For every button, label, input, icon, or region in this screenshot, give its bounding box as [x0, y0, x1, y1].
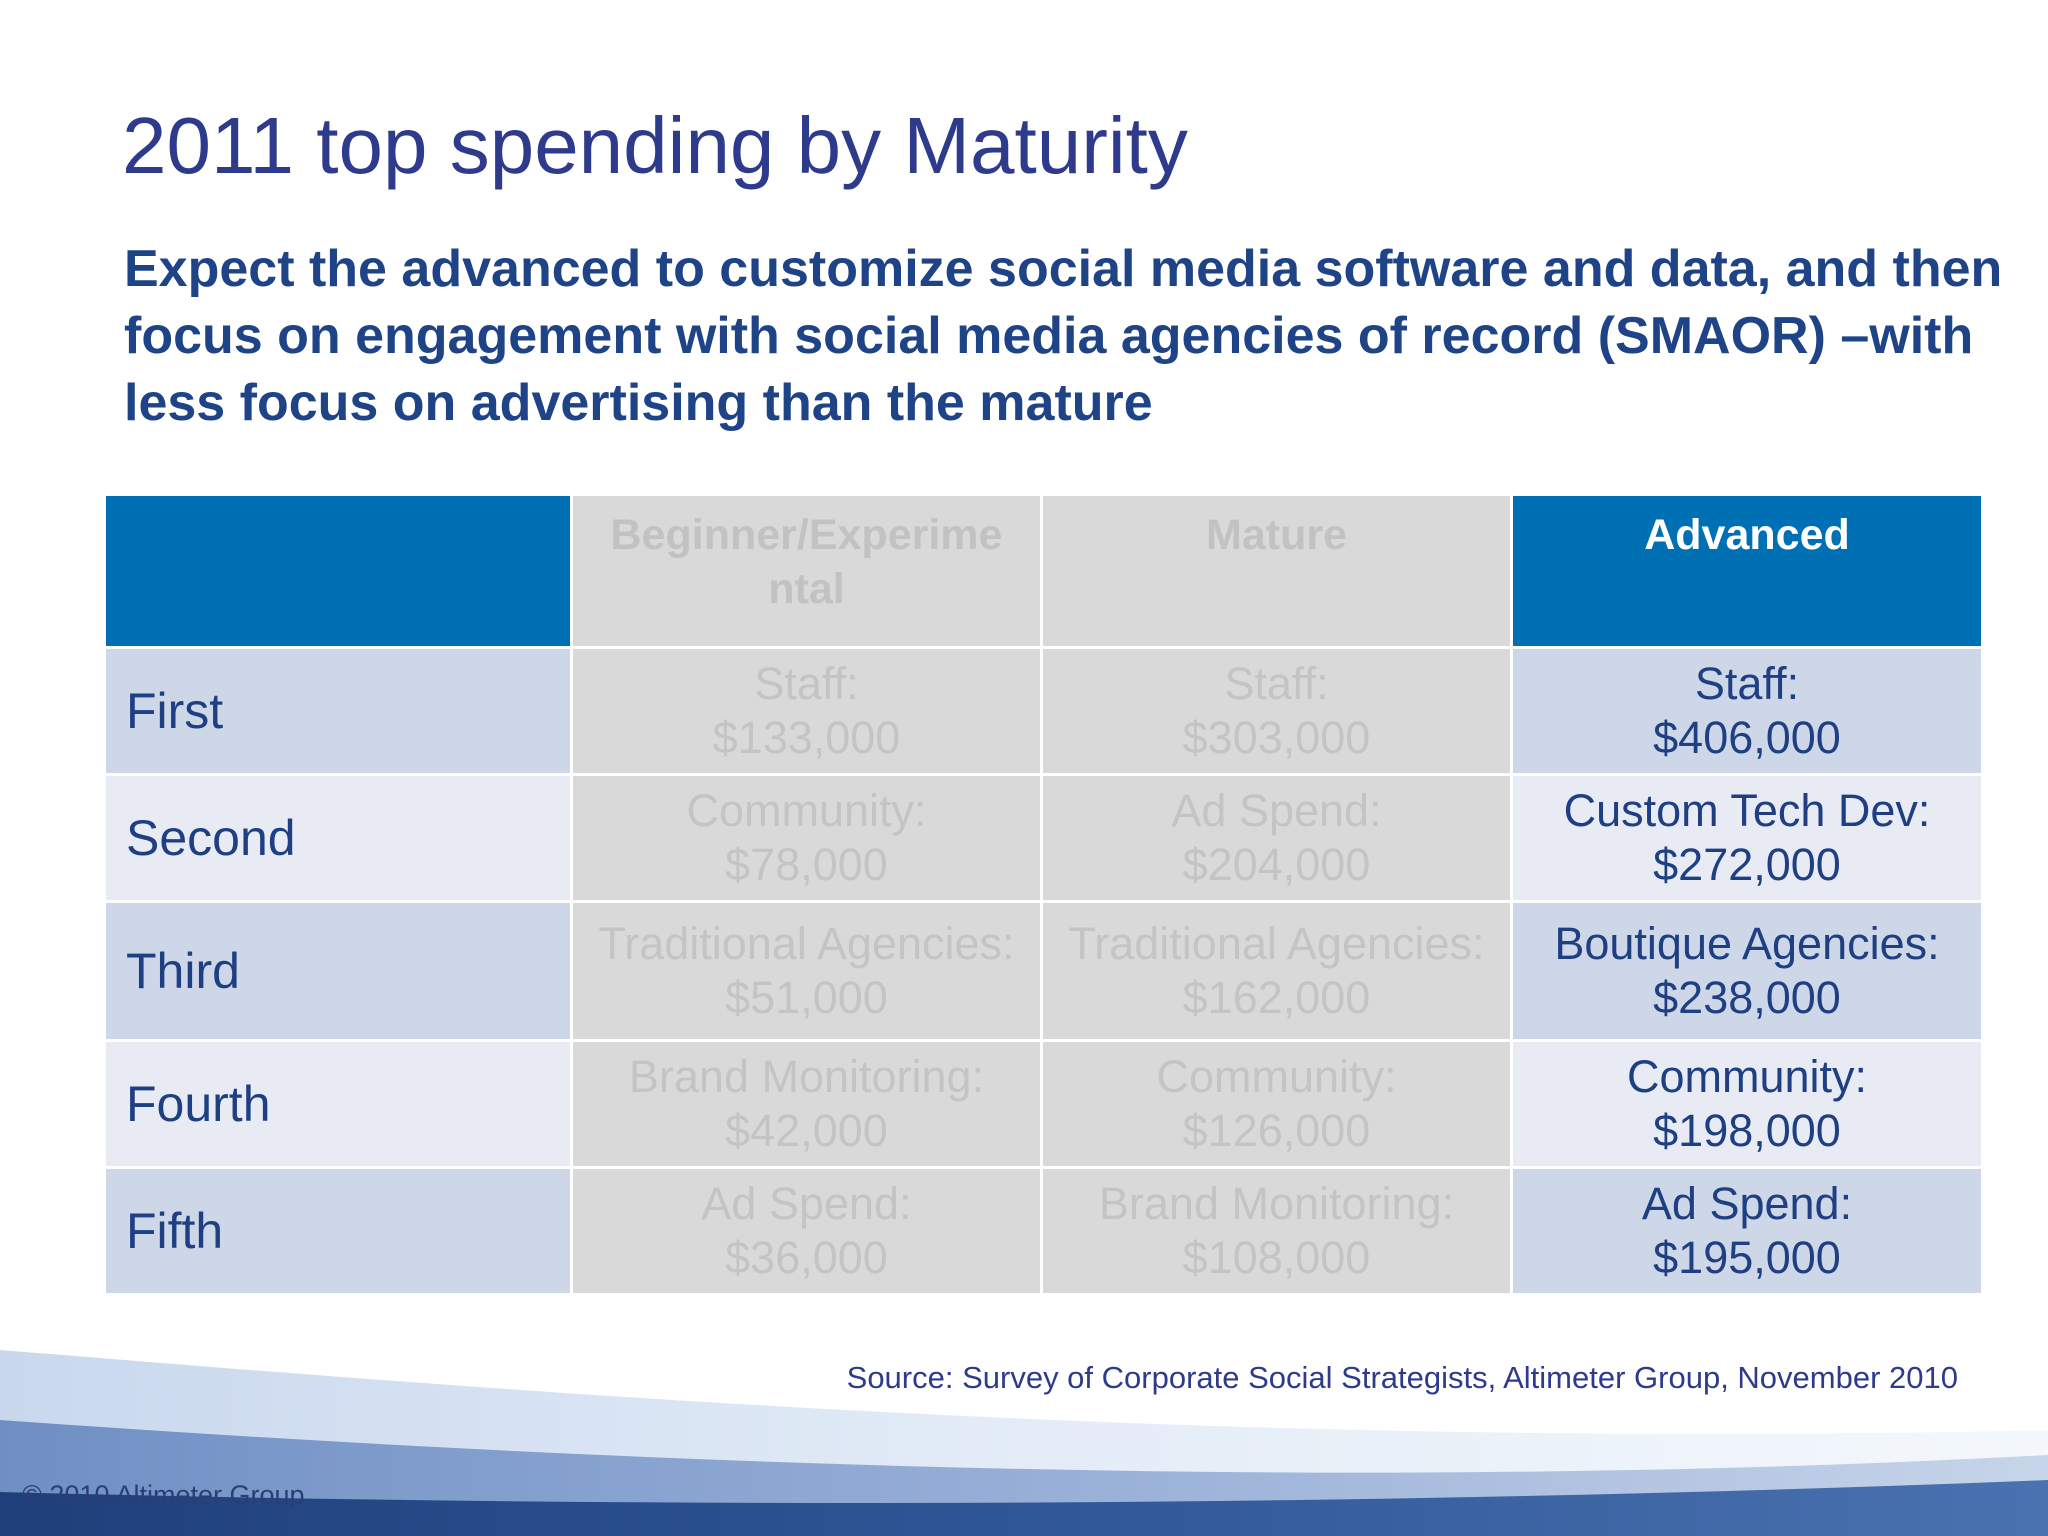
cell-category: Staff: [754, 658, 859, 709]
slide-title: 2011 top spending by Maturity [122, 101, 1188, 190]
mature-cell: Ad Spend: $204,000 [1040, 773, 1513, 903]
cell-amount: $198,000 [1653, 1105, 1841, 1156]
beginner-cell: Ad Spend: $36,000 [570, 1166, 1043, 1296]
table-row: Fifth Ad Spend: $36,000 Brand Monitoring… [103, 1166, 1984, 1296]
table-row: Third Traditional Agencies: $51,000 Trad… [103, 900, 1984, 1042]
row-label: Fourth [103, 1039, 573, 1169]
row-label: Third [103, 900, 573, 1042]
table-row: Second Community: $78,000 Ad Spend: $204… [103, 773, 1984, 903]
cell-amount: $162,000 [1182, 972, 1371, 1023]
spending-table: Beginner/Experime ntal Mature Advanced F… [103, 493, 1984, 1296]
advanced-cell: Staff: $406,000 [1510, 646, 1984, 776]
copyright-notice: © 2010 Altimeter Group [22, 1480, 305, 1510]
wave-dark [0, 1480, 2048, 1536]
table-row: First Staff: $133,000 Staff: $303,000 St… [103, 646, 1984, 776]
cell-category: Brand Monitoring: [1098, 1178, 1455, 1229]
row-label: Second [103, 773, 573, 903]
row-label: Fifth [103, 1166, 573, 1296]
footer-wave-decoration [0, 1350, 2048, 1536]
cell-amount: $36,000 [725, 1232, 888, 1283]
cell-amount: $133,000 [712, 712, 901, 763]
cell-category: Community: [1626, 1051, 1868, 1102]
beginner-cell: Community: $78,000 [570, 773, 1043, 903]
beginner-cell: Traditional Agencies: $51,000 [570, 900, 1043, 1042]
header-advanced: Advanced [1510, 493, 1984, 649]
source-note: Source: Survey of Corporate Social Strat… [846, 1360, 1958, 1395]
row-label: First [103, 646, 573, 776]
cell-category: Ad Spend: [1641, 1178, 1853, 1229]
cell-category: Custom Tech Dev: [1563, 785, 1931, 836]
advanced-cell: Community: $198,000 [1510, 1039, 1984, 1169]
cell-amount: $238,000 [1653, 972, 1841, 1023]
header-mature: Mature [1040, 493, 1513, 649]
cell-category: Boutique Agencies: [1554, 918, 1940, 969]
header-corner-cell [103, 493, 573, 649]
header-beginner: Beginner/Experime ntal [570, 493, 1043, 649]
table-row: Fourth Brand Monitoring: $42,000 Communi… [103, 1039, 1984, 1169]
beginner-cell: Staff: $133,000 [570, 646, 1043, 776]
beginner-cell: Brand Monitoring: $42,000 [570, 1039, 1043, 1169]
slide-subtitle: Expect the advanced to customize social … [124, 240, 2003, 432]
cell-category: Ad Spend: [1171, 785, 1382, 836]
cell-category: Community: [686, 785, 927, 836]
mature-cell: Staff: $303,000 [1040, 646, 1513, 776]
cell-amount: $272,000 [1653, 839, 1841, 890]
mature-cell: Community: $126,000 [1040, 1039, 1513, 1169]
cell-amount: $303,000 [1182, 712, 1371, 763]
cell-amount: $406,000 [1653, 712, 1841, 763]
cell-amount: $108,000 [1182, 1232, 1371, 1283]
cell-amount: $78,000 [725, 839, 888, 890]
advanced-cell: Ad Spend: $195,000 [1510, 1166, 1984, 1296]
cell-category: Brand Monitoring: [628, 1051, 985, 1102]
cell-category: Traditional Agencies: [598, 918, 1015, 969]
cell-category: Traditional Agencies: [1068, 918, 1485, 969]
cell-category: Community: [1156, 1051, 1397, 1102]
cell-amount: $51,000 [725, 972, 888, 1023]
cell-category: Ad Spend: [701, 1178, 912, 1229]
cell-amount: $126,000 [1182, 1105, 1371, 1156]
advanced-cell: Custom Tech Dev: $272,000 [1510, 773, 1984, 903]
mature-cell: Brand Monitoring: $108,000 [1040, 1166, 1513, 1296]
cell-category: Staff: [1694, 658, 1800, 709]
cell-amount: $42,000 [725, 1105, 888, 1156]
advanced-cell: Boutique Agencies: $238,000 [1510, 900, 1984, 1042]
table-header-row: Beginner/Experime ntal Mature Advanced [103, 493, 1984, 649]
mature-cell: Traditional Agencies: $162,000 [1040, 900, 1513, 1042]
cell-category: Staff: [1224, 658, 1329, 709]
cell-amount: $195,000 [1653, 1232, 1841, 1283]
cell-amount: $204,000 [1182, 839, 1371, 890]
